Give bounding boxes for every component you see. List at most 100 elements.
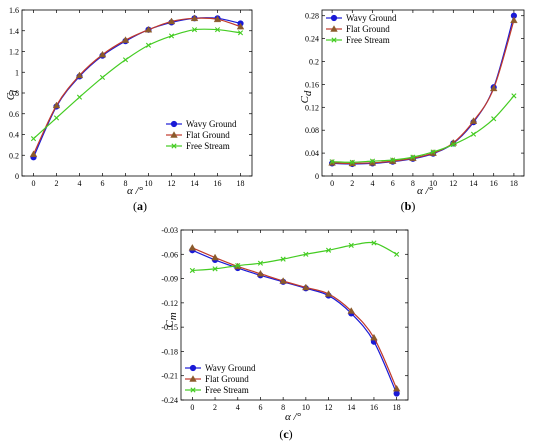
x-axis-label: α /° bbox=[417, 185, 434, 197]
series-2-point bbox=[99, 74, 106, 81]
legend-marker bbox=[331, 37, 337, 43]
y-tick-label: 1.2 bbox=[9, 48, 19, 57]
x-tick-label: 10 bbox=[302, 403, 310, 412]
y-axis-label: Cl bbox=[5, 90, 20, 100]
series-1-point bbox=[188, 244, 197, 251]
series-line-2 bbox=[192, 241, 397, 272]
legend-label: Wavy Ground bbox=[186, 119, 237, 129]
x-tick-label: 12 bbox=[325, 403, 333, 412]
series-line-1 bbox=[192, 247, 398, 389]
legend-marker bbox=[171, 143, 177, 149]
chart-panel-a: 0 2 4 6 8 10 12 14 16 18 0 0.2 0.4 0.6 0.8 1 1.2 1.4 1.6 Wa… bbox=[5, 6, 253, 213]
series-2-point bbox=[30, 136, 37, 142]
x-tick-label: 6 bbox=[101, 179, 105, 188]
x-tick-label: 8 bbox=[281, 403, 285, 412]
legend-marker bbox=[170, 131, 178, 138]
series-0-point bbox=[393, 390, 400, 397]
series-1-point bbox=[75, 71, 84, 79]
y-tick-label: 0 bbox=[315, 172, 319, 181]
panel-label-letter: b bbox=[405, 199, 412, 213]
y-axis-label: Cd bbox=[299, 90, 314, 103]
y-tick-label: -0.12 bbox=[161, 299, 178, 308]
series-1-point bbox=[236, 22, 245, 30]
series-1-point bbox=[392, 384, 401, 392]
series-2-point bbox=[348, 242, 354, 248]
series-1-point bbox=[370, 333, 378, 341]
series-1-point bbox=[347, 307, 355, 314]
y-tick-label: 0.6 bbox=[9, 110, 19, 119]
x-tick-label: 2 bbox=[350, 179, 354, 188]
y-tick-label: 0.08 bbox=[305, 126, 319, 135]
legend-marker bbox=[170, 120, 178, 128]
series-2-point bbox=[280, 256, 286, 262]
series-2-point bbox=[511, 93, 517, 99]
panel-label-open: ( bbox=[401, 199, 405, 213]
series-1-point bbox=[256, 269, 265, 277]
series-1-point bbox=[98, 50, 107, 58]
series-2-point bbox=[237, 30, 244, 36]
y-axis-label-main: C bbox=[5, 92, 17, 100]
legend-marker bbox=[189, 364, 197, 372]
x-tick-label: 0 bbox=[190, 403, 194, 412]
series-line-1 bbox=[32, 17, 241, 155]
legend-label: Free Stream bbox=[205, 385, 249, 395]
chart-panel-c: 0 2 4 6 8 10 12 14 16 18 -0.03 -0.06 -0.09 -0.12 -0.15… bbox=[161, 226, 409, 441]
panel-label-open: ( bbox=[279, 427, 283, 441]
series-1-point bbox=[211, 253, 219, 261]
y-tick-label: -0.24 bbox=[161, 396, 178, 405]
y-tick-label: 0 bbox=[15, 172, 19, 181]
x-tick-label: 18 bbox=[393, 403, 401, 412]
x-tick-label: 12 bbox=[168, 179, 176, 188]
x-axis-label: α /° bbox=[285, 411, 302, 423]
series-2-point bbox=[369, 158, 376, 164]
y-tick-label: 0.04 bbox=[305, 149, 319, 158]
series-2-point bbox=[329, 159, 335, 165]
y-tick-label: 1.4 bbox=[9, 27, 19, 36]
plot-frame bbox=[321, 9, 525, 177]
y-tick-label: 1 bbox=[15, 68, 19, 77]
x-tick-label: 4 bbox=[371, 179, 375, 188]
chart-panel-b: 0 2 4 6 8 10 12 14 16 18 0 0.04 0.08 0.12 0.16 0.2 0.24 0… bbox=[299, 9, 525, 213]
series-2-point bbox=[145, 42, 152, 48]
series-1-point bbox=[167, 17, 176, 25]
legend-marker bbox=[189, 375, 197, 382]
series-line-2 bbox=[332, 95, 515, 163]
x-tick-label: 2 bbox=[213, 403, 217, 412]
y-tick-label: 0.28 bbox=[305, 12, 319, 21]
series-2-point bbox=[450, 141, 456, 148]
series-2-point bbox=[470, 131, 477, 137]
series-2-point bbox=[430, 149, 436, 155]
series-2-point bbox=[189, 267, 195, 274]
x-tick-label: 18 bbox=[237, 179, 245, 188]
x-tick-label: 16 bbox=[370, 403, 378, 412]
x-tick-label: 18 bbox=[510, 179, 518, 188]
legend-label: Flat Ground bbox=[186, 130, 230, 140]
x-tick-label: 14 bbox=[470, 179, 478, 188]
y-axis-label-subscript: m bbox=[167, 312, 179, 320]
y-axis-label-main: C bbox=[164, 320, 176, 328]
panel-label: (c) bbox=[279, 427, 292, 441]
legend-label: Wavy Ground bbox=[346, 13, 397, 23]
series-2-point bbox=[349, 159, 355, 165]
x-tick-label: 0 bbox=[330, 179, 334, 188]
x-axis-label: α /° bbox=[127, 185, 144, 197]
panel-label: (a) bbox=[133, 199, 147, 213]
series-1-point bbox=[510, 16, 518, 24]
series-2-point bbox=[325, 247, 332, 253]
series-2-point bbox=[212, 266, 218, 272]
y-tick-label: 0.8 bbox=[9, 89, 19, 98]
y-tick-label: -0.09 bbox=[161, 275, 178, 284]
legend-label: Flat Ground bbox=[346, 24, 390, 34]
y-tick-label: 0.4 bbox=[9, 131, 19, 140]
y-tick-label: 0.12 bbox=[305, 103, 319, 112]
x-tick-label: 14 bbox=[347, 403, 355, 412]
series-line-1 bbox=[332, 20, 515, 165]
x-tick-label: 8 bbox=[124, 179, 128, 188]
series-2-point bbox=[410, 154, 416, 160]
legend-marker bbox=[190, 387, 196, 393]
series-1-point bbox=[302, 283, 310, 291]
series-2-point bbox=[303, 251, 309, 257]
